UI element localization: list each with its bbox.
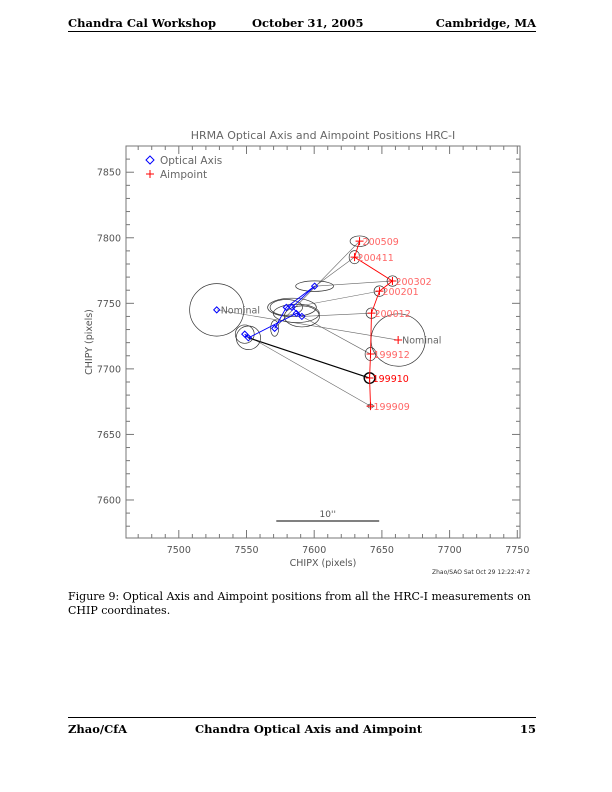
oa-aimpoint-link	[244, 333, 371, 407]
aimpoint-label: 200302	[395, 277, 431, 288]
footer-rule	[68, 717, 536, 718]
y-tick-label: 7750	[97, 299, 121, 310]
optical-axis-point	[298, 312, 306, 321]
aimpoint-point	[350, 253, 359, 262]
aimpoint-error-ellipse	[348, 250, 361, 265]
footer-center: Chandra Optical Axis and Aimpoint	[195, 722, 423, 736]
aimpoint-label: 200411	[358, 253, 394, 264]
footer-right: 15	[519, 722, 536, 736]
aimpoint-label: 199912	[374, 350, 410, 361]
plot-credit: Zhao/SAO Sat Oct 29 12:22:47 2	[432, 569, 530, 576]
optical-axis-point	[310, 282, 319, 290]
header-right: Cambridge, MA	[435, 16, 536, 30]
footer-left: Zhao/CfA	[68, 722, 128, 736]
y-tick-label: 7850	[97, 168, 121, 179]
optical-axis-error-ellipse	[270, 320, 280, 337]
aimpoint-label: 199909	[374, 402, 410, 413]
optical-axis-point	[244, 334, 253, 342]
oa-aimpoint-link	[296, 313, 371, 355]
figure-caption: Figure 9: Optical Axis and Aimpoint posi…	[68, 590, 531, 617]
aimpoint-point	[365, 374, 374, 383]
aimpoint-label: 200509	[363, 237, 399, 248]
header-left: Chandra Cal Workshop	[68, 16, 217, 30]
optical-axis-error-ellipse	[267, 297, 317, 317]
y-tick-label: 7650	[97, 430, 121, 441]
x-tick-label: 7650	[370, 545, 394, 556]
y-tick-label: 7700	[97, 364, 121, 375]
oa-aimpoint-link	[291, 290, 380, 308]
oa-aimpoint-link	[314, 280, 393, 287]
legend-diamond-icon	[145, 155, 155, 165]
x-tick-label: 7500	[167, 545, 191, 556]
legend-aimpoint: Aimpoint	[160, 169, 207, 181]
chart-title: HRMA Optical Axis and Aimpoint Positions…	[191, 129, 455, 142]
oa-aimpoint-link	[301, 312, 372, 317]
plot-frame	[125, 145, 521, 539]
header-center: October 31, 2005	[252, 16, 364, 30]
nominal-optical-axis-point	[213, 306, 221, 314]
nominal-aimpoint-label: Nominal	[402, 336, 441, 347]
x-tick-label: 7700	[438, 545, 462, 556]
aimpoint-label: 199910	[373, 374, 409, 385]
aimpoint-point	[367, 309, 376, 318]
aimpoint-point	[366, 350, 375, 359]
optical-axis-series-line	[244, 285, 315, 339]
aimpoint-point	[355, 237, 364, 246]
nominal-aimpoint-point	[394, 336, 403, 345]
oa-aimpoint-link	[274, 240, 360, 329]
aimpoint-error-ellipse	[373, 285, 386, 297]
optical-axis-point	[292, 309, 301, 318]
y-axis-label: CHIPY (pixels)	[84, 309, 95, 375]
x-tick-label: 7750	[505, 545, 529, 556]
aimpoint-point	[366, 402, 375, 411]
aimpoint-label: 200201	[382, 287, 418, 298]
optical-axis-point	[241, 330, 249, 338]
aimpoint-point	[388, 277, 397, 286]
header-rule	[68, 31, 536, 32]
nominal-oa-circle	[189, 283, 245, 337]
optical-axis-error-ellipse	[235, 325, 261, 350]
optical-axis-error-ellipse	[269, 299, 303, 316]
oa-aimpoint-link	[248, 337, 370, 379]
aimpoint-error-ellipse	[349, 235, 370, 247]
nominal-link	[216, 309, 399, 341]
legend-optical-axis: Optical Axis	[160, 155, 222, 167]
y-tick-label: 7800	[97, 233, 121, 244]
x-axis-label: CHIPX (pixels)	[290, 558, 357, 569]
x-tick-label: 7550	[234, 545, 258, 556]
scale-bar-label: 10''	[320, 510, 336, 520]
legend-plus-icon	[146, 170, 154, 178]
optical-axis-point	[288, 303, 296, 312]
optical-axis-error-ellipse	[234, 324, 255, 344]
x-tick-label: 7600	[302, 545, 326, 556]
nominal-oa-label: Nominal	[221, 305, 260, 316]
optical-axis-error-ellipse	[295, 280, 334, 292]
y-tick-label: 7600	[97, 495, 121, 506]
optical-axis-point	[270, 324, 279, 333]
aimpoint-point	[375, 287, 384, 296]
aimpoint-label: 200012	[374, 309, 410, 320]
optical-axis-point	[282, 303, 291, 312]
aimpoint-error-ellipse	[386, 275, 399, 287]
